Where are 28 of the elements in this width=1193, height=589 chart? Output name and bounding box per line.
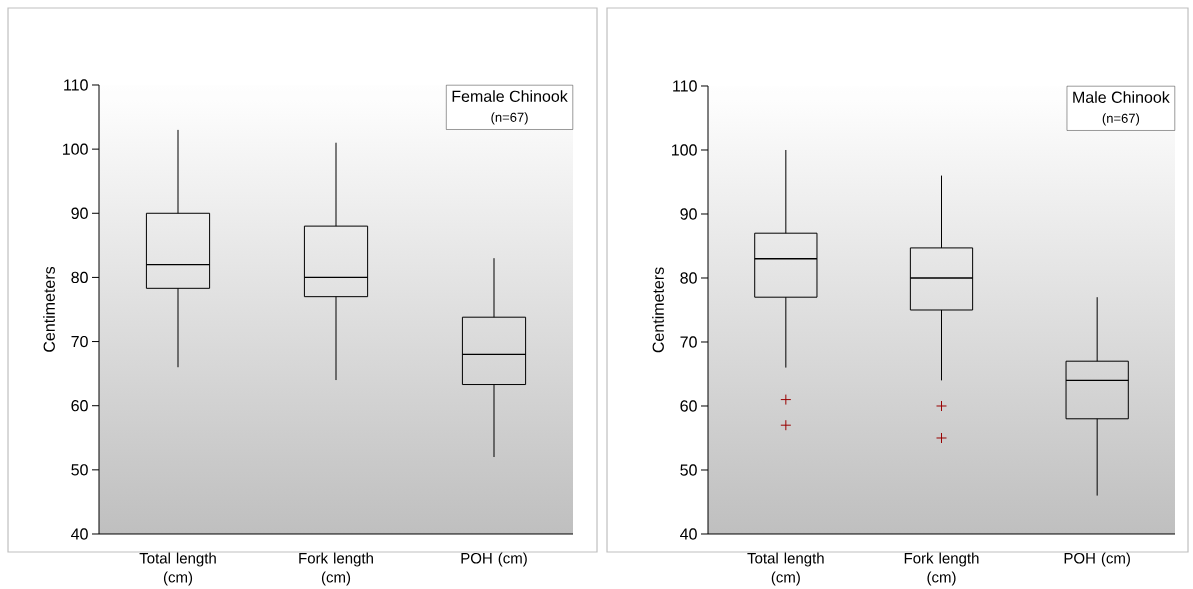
x-tick-label: Total length (cm) (139, 552, 216, 586)
x-tick-label: POH (cm) (1064, 552, 1130, 567)
y-axis-title: Centimeters (43, 267, 55, 352)
chart-title: Male Chinook (1073, 91, 1170, 104)
y-tick-label: 60 (71, 400, 88, 412)
y-tick-label: 40 (680, 528, 697, 540)
chart-title: Female Chinook (452, 90, 568, 103)
y-tick-label: 40 (71, 528, 88, 540)
text: (n=67) (1102, 113, 1140, 126)
x-tick-label: Total length (cm) (747, 552, 824, 586)
text: (n=67) (491, 112, 528, 125)
x-tick-label: Fork length (cm) (299, 552, 373, 586)
y-tick-label: 70 (680, 336, 697, 348)
y-tick-label: 100 (63, 143, 88, 155)
y-tick-label: 80 (680, 272, 697, 284)
y-tick-label: 70 (71, 335, 88, 348)
y-axis-title: Centimeters (652, 267, 664, 353)
y-tick-label: 110 (64, 79, 88, 91)
y-tick-label: 110 (673, 80, 697, 92)
y-tick-label: 50 (71, 464, 88, 476)
y-tick-label: 60 (680, 400, 697, 412)
y-tick-label: 80 (71, 271, 88, 284)
x-tick-label: POH (cm) (461, 552, 527, 567)
y-tick-label: 50 (680, 464, 697, 476)
y-tick-label: 90 (71, 207, 88, 220)
y-tick-label: 100 (672, 144, 697, 156)
y-tick-label: 90 (680, 208, 697, 220)
x-tick-label: Fork length (cm) (904, 552, 979, 586)
